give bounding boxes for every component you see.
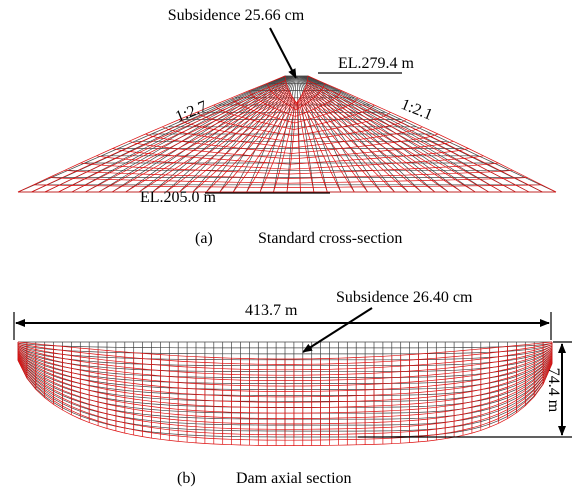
subsidence-arrow: [269, 27, 297, 79]
original-mesh-line: [286, 75, 297, 193]
deformed-mesh-line: [206, 97, 294, 193]
cross-section-mesh: [17, 75, 557, 193]
deformed-mesh-line: [44, 82, 287, 193]
deformed-mesh-line: [31, 80, 286, 193]
original-mesh-line: [302, 75, 436, 193]
deformed-mesh-line: [17, 75, 286, 193]
original-mesh-line: [259, 75, 296, 193]
original-mesh-line: [300, 75, 382, 193]
subsidence-label: Subsidence 25.66 cm: [168, 7, 305, 24]
subsidence-arrow: [302, 307, 373, 353]
deformed-mesh-line: [273, 102, 297, 193]
deformed-mesh-line: [246, 100, 296, 193]
deformed-mesh-line: [306, 82, 530, 193]
deformed-mesh-line: [232, 99, 295, 193]
deformed-mesh-line: [306, 84, 516, 193]
deformed-mesh-line: [299, 98, 355, 193]
deformed-mesh-line: [111, 90, 290, 193]
crest-elevation: EL.279.4 m: [338, 55, 415, 72]
deformed-mesh-line: [305, 85, 503, 193]
deformed-mesh-line: [298, 99, 342, 193]
deformed-mesh-line: [296, 102, 301, 193]
caption: Standard cross-section: [258, 230, 402, 247]
deformed-mesh-line: [300, 96, 382, 193]
downstream-slope: 1:2.1: [399, 96, 435, 124]
original-mesh-line: [138, 75, 291, 193]
original-mesh-line: [304, 75, 476, 193]
deformed-mesh-line: [297, 101, 315, 193]
deformed-mesh-line: [98, 88, 289, 193]
base-elevation: EL.205.0 m: [140, 189, 217, 206]
deformed-mesh-line: [304, 88, 476, 193]
original-mesh-line: [111, 75, 290, 193]
subsidence-label: Subsidence 26.40 cm: [336, 289, 473, 306]
axial-section-mesh: [17, 341, 553, 446]
original-mesh-line: [206, 75, 294, 193]
original-mesh-line: [219, 75, 294, 193]
length-label: 413.7 m: [245, 302, 298, 319]
deformed-mesh-line: [302, 93, 422, 193]
deformed-mesh-line: [85, 87, 289, 193]
deformed-mesh-line: [303, 91, 449, 193]
original-mesh-line: [17, 75, 286, 193]
deformed-mesh-line: [307, 80, 543, 193]
deformed-mesh-line: [152, 93, 292, 193]
deformed-mesh-line: [307, 75, 557, 193]
deformed-mesh-line: [259, 101, 296, 193]
height-label: 74.4 m: [545, 368, 562, 413]
deformed-mesh-line: [304, 87, 489, 193]
deformed-mesh-line: [300, 95, 395, 193]
deformed-mesh-line: [301, 94, 409, 193]
deformed-mesh-line: [58, 84, 287, 193]
deformed-mesh-line: [219, 98, 294, 193]
deformed-mesh-line: [165, 94, 292, 193]
caption: Dam axial section: [236, 470, 352, 487]
deformed-mesh-line: [303, 90, 462, 193]
deformed-mesh-line: [125, 91, 290, 193]
deformed-mesh-line: [179, 95, 293, 193]
original-mesh-line: [307, 75, 557, 193]
deformed-mesh-line: [286, 102, 297, 193]
deformed-mesh-line: [71, 85, 288, 193]
caption-label: (a): [195, 230, 213, 247]
original-mesh-line: [85, 75, 289, 193]
deformed-mesh-line: [299, 97, 368, 193]
caption-label: (b): [177, 470, 196, 487]
deformed-mesh-line: [138, 92, 291, 193]
original-mesh-line: [303, 75, 463, 193]
deformed-mesh-line: [192, 96, 293, 193]
original-mesh-line: [302, 75, 422, 193]
deformed-mesh-line: [302, 92, 436, 193]
deformed-mesh-line: [297, 100, 328, 193]
